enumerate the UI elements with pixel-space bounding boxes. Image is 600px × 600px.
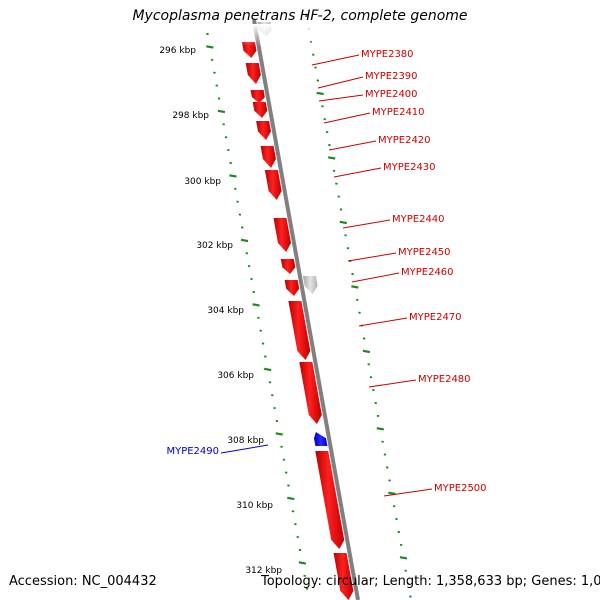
scale-ruler-right <box>305 14 412 598</box>
gene-label-line <box>368 379 417 388</box>
scale-label: 300 kbp <box>184 177 221 187</box>
gene-arrow[interactable] <box>314 432 328 446</box>
scale-ruler-left <box>206 32 309 590</box>
ruler-major-tick <box>229 174 237 178</box>
gene-label[interactable]: MYPE2420 <box>378 135 431 146</box>
ruler-major-tick <box>206 45 214 49</box>
gene-features <box>241 22 354 600</box>
gene-label-line <box>347 252 397 262</box>
ruler-major-tick <box>339 220 347 225</box>
gene-arrow[interactable] <box>315 451 345 549</box>
ruler-major-tick <box>240 238 249 243</box>
gene-label-line <box>328 140 377 151</box>
scale-label: 304 kbp <box>207 306 244 316</box>
scale-label: 308 kbp <box>227 436 264 446</box>
gene-arrow[interactable] <box>273 218 291 252</box>
scale-label: 310 kbp <box>236 501 273 511</box>
scale-labels: 296 kbp 298 kbp 300 kbp 302 kbp 304 kbp … <box>159 46 282 576</box>
gene-label-line <box>323 112 371 124</box>
ruler-major-tick <box>351 285 359 289</box>
genome-backbone <box>252 19 360 600</box>
gene-label-line <box>358 317 408 327</box>
scale-label: 302 kbp <box>196 241 233 251</box>
ruler-major-tick <box>217 109 226 114</box>
ruler-major-tick <box>263 367 272 372</box>
top-fade <box>230 24 320 46</box>
gene-label[interactable]: MYPE2440 <box>392 214 445 225</box>
gene-label[interactable]: MYPE2450 <box>398 247 451 258</box>
gene-arrow[interactable] <box>250 90 265 103</box>
scale-label: 312 kbp <box>245 566 282 576</box>
gene-label[interactable]: MYPE2500 <box>434 483 487 494</box>
gene-arrow[interactable] <box>333 553 354 600</box>
gene-label[interactable]: MYPE2470 <box>409 312 462 323</box>
gene-label[interactable]: MYPE2480 <box>418 374 471 385</box>
gene-arrow[interactable] <box>245 63 261 84</box>
gene-arrow[interactable] <box>288 301 311 360</box>
genome-summary-text: Topology: circular; Length: 1,358,633 bp… <box>261 574 600 589</box>
ruler-major-tick <box>287 496 295 501</box>
gene-label[interactable]: MYPE2490 <box>166 446 219 457</box>
ruler-major-tick <box>298 561 307 565</box>
ruler-major-tick <box>275 432 283 436</box>
gene-label[interactable]: MYPE2460 <box>401 267 454 278</box>
gene-arrow[interactable] <box>260 146 276 168</box>
gene-label-line <box>318 94 364 102</box>
scale-label: 298 kbp <box>172 111 209 121</box>
ruler-major-tick <box>388 491 396 496</box>
gene-label[interactable]: MYPE2430 <box>383 162 436 173</box>
gene-label-line <box>333 167 382 178</box>
gene-label-line <box>220 444 269 454</box>
gene-arrow[interactable] <box>256 121 271 140</box>
gene-arrow[interactable] <box>252 102 268 118</box>
gene-arrow[interactable] <box>280 259 296 274</box>
ruler-major-tick <box>362 349 371 354</box>
ruler-major-tick <box>376 427 384 431</box>
gene-label-line <box>317 76 364 89</box>
gene-label[interactable]: MYPE2380 <box>361 49 414 60</box>
gene-label[interactable]: MYPE2410 <box>372 107 425 118</box>
gene-label-line <box>351 272 400 283</box>
gene-label-line <box>311 54 360 66</box>
gene-arrow[interactable] <box>284 280 300 296</box>
ruler-major-tick <box>399 556 408 560</box>
gene-arrow[interactable] <box>299 362 322 424</box>
gene-label[interactable]: MYPE2390 <box>365 71 418 82</box>
ruler-major-tick <box>316 91 324 96</box>
gene-label-line <box>342 219 391 229</box>
ruler-major-tick <box>252 303 260 307</box>
gene-label[interactable]: MYPE2400 <box>365 89 418 100</box>
gene-arrow[interactable] <box>264 170 282 200</box>
feature-block[interactable] <box>302 276 318 294</box>
gene-labels: MYPE2380 MYPE2390 MYPE2400 MYPE2410 MYPE… <box>166 49 487 497</box>
accession-text: Accession: NC_004432 <box>9 574 157 589</box>
ruler-major-tick <box>328 156 336 160</box>
scale-label: 296 kbp <box>159 46 196 56</box>
gene-label-line <box>383 488 433 497</box>
scale-label: 306 kbp <box>217 371 254 381</box>
map-title: Mycoplasma penetrans HF-2, complete geno… <box>132 8 468 24</box>
